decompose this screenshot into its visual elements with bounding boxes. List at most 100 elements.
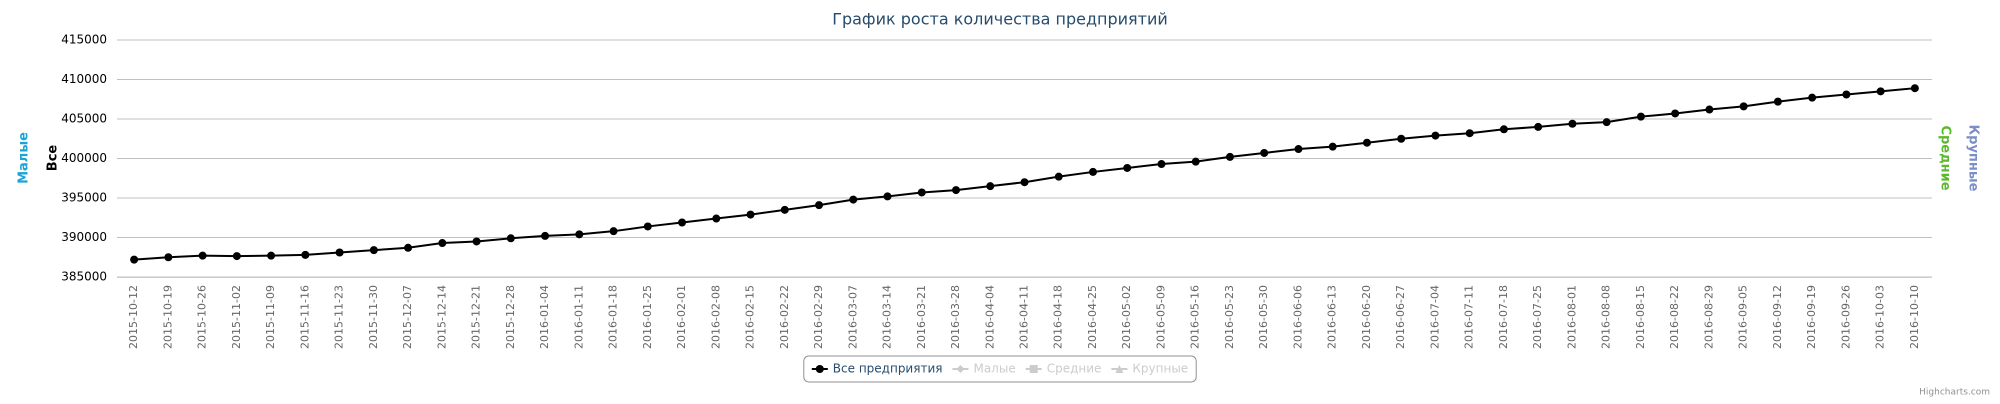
x-tick-label: 2016-08-08 [1600,285,1613,349]
x-tick-label: 2016-06-06 [1291,285,1304,349]
x-tick-label: 2015-11-16 [298,285,311,349]
data-point [1362,138,1371,147]
data-point [1294,145,1303,154]
x-tick-label: 2015-11-02 [230,285,243,349]
x-tick-label: 2016-04-18 [1052,285,1065,349]
data-point [472,237,481,246]
y-tick-label: 385000 [61,270,107,284]
data-point [1808,93,1817,102]
x-tick-label: 2016-02-08 [709,285,722,349]
x-tick-label: 2016-05-23 [1223,285,1236,349]
chart-title: График роста количества предприятий [832,10,1168,29]
data-point [1054,172,1063,181]
data-point [1739,102,1748,111]
legend-item[interactable]: Все предприятия [811,362,943,376]
data-point [575,230,584,239]
x-tick-label: 2016-06-13 [1326,285,1339,349]
data-point [643,222,652,231]
x-tick-label: 2015-11-09 [264,285,277,349]
x-tick-label: 2015-11-30 [367,285,380,349]
data-point [232,252,241,261]
data-point [404,243,413,252]
data-point [1260,148,1269,157]
x-tick-label: 2016-10-10 [1908,285,1921,349]
data-point [678,218,687,227]
data-point [1568,119,1577,128]
x-tick-label: 2016-08-15 [1634,285,1647,349]
y-tick-label: 395000 [61,191,107,205]
data-point [849,195,858,204]
data-point [1773,97,1782,106]
data-point [438,239,447,248]
data-point [952,186,961,195]
data-point [1499,125,1508,134]
data-point [164,253,173,262]
legend: Все предприятия Малые Средние Крупные [803,355,1197,383]
x-tick-label: 2016-03-07 [846,285,859,349]
data-point [369,246,378,255]
x-tick-label: 2016-09-19 [1805,285,1818,349]
y-tick-label: 410000 [61,72,107,86]
data-point [1842,90,1851,99]
x-tick-label: 2016-06-20 [1360,285,1373,349]
data-point [815,201,824,210]
data-point [541,231,550,240]
legend-item[interactable]: Крупные [1111,362,1188,376]
data-point [986,182,995,191]
y-tick-label: 390000 [61,230,107,244]
x-tick-label: 2016-05-16 [1189,285,1202,349]
credits[interactable]: Highcharts.com [1919,388,1990,398]
data-point [198,251,207,260]
legend-label: Крупные [1132,362,1188,376]
legend-symbol [956,365,965,373]
data-point [1910,84,1919,93]
y-tick-label: 400000 [61,151,107,165]
data-point [301,250,310,259]
x-tick-label: 2016-03-14 [881,285,894,349]
data-point [1123,163,1132,172]
x-tick-label: 2016-07-25 [1531,285,1544,349]
x-tick-label: 2016-02-22 [778,285,791,349]
data-point [746,210,755,219]
x-tick-label: 2015-10-12 [127,285,140,349]
x-tick-label: 2015-12-21 [470,285,483,349]
x-tick-label: 2016-05-30 [1257,285,1270,349]
series-line [134,87,1915,261]
x-tick-label: 2016-10-03 [1874,285,1887,349]
data-point [780,205,789,214]
x-tick-label: 2016-07-18 [1497,285,1510,349]
legend-item[interactable]: Средние [1025,362,1102,376]
x-tick-label: 2016-09-26 [1839,285,1852,349]
data-point [1191,157,1200,166]
x-tick-label: 2015-12-07 [401,285,414,349]
legend-symbol [1029,365,1038,373]
x-tick-label: 2015-11-23 [333,285,346,349]
data-point [1397,134,1406,143]
legend-symbol [815,365,824,373]
x-tick-label: 2016-02-15 [744,285,757,349]
data-point [1328,142,1337,151]
data-point [1088,167,1097,176]
legend-label: Все предприятия [833,362,943,376]
x-tick-label: 2016-01-18 [607,285,620,349]
x-tick-label: 2016-02-29 [812,285,825,349]
data-point [1705,105,1714,114]
x-tick-label: 2016-08-29 [1702,285,1715,349]
x-tick-label: 2016-08-22 [1668,285,1681,349]
x-tick-label: 2016-04-11 [1018,285,1031,349]
data-point [506,234,515,243]
data-point [1671,109,1680,118]
axis-title: Крупные [1966,125,1981,192]
legend-label: Средние [1047,362,1102,376]
y-tick-label: 415000 [61,33,107,47]
axis-title: Все [46,145,61,172]
x-tick-label: 2016-07-04 [1428,285,1441,349]
data-point [1636,112,1645,121]
legend-symbol [1115,365,1124,373]
data-point [1534,122,1543,131]
x-tick-label: 2016-01-11 [572,285,585,349]
data-point [1225,152,1234,161]
legend-item[interactable]: Малые [952,362,1016,376]
x-tick-label: 2016-05-09 [1154,285,1167,349]
